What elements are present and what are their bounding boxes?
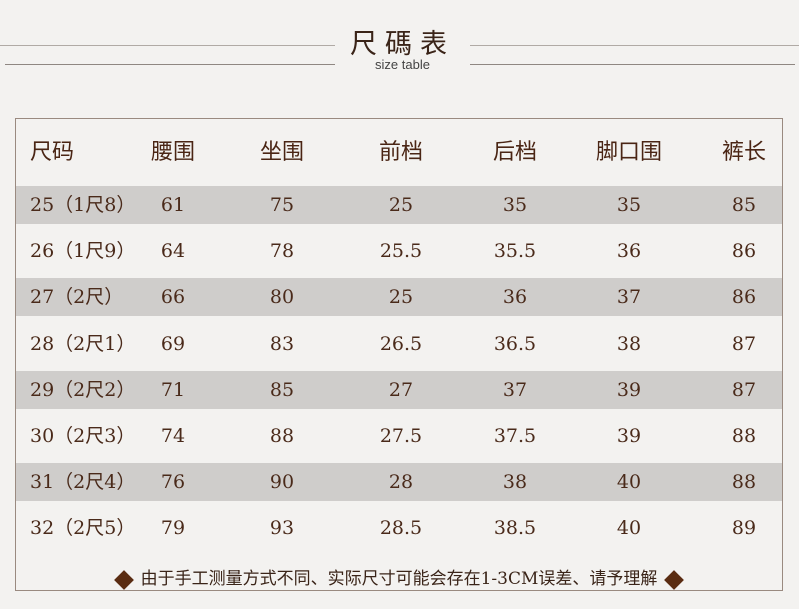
- value-cell: 75: [269, 194, 295, 216]
- table-row: 25（1尺8） 61 75 25 35 35 85: [16, 186, 782, 224]
- table-row: 29（2尺2） 71 85 27 37 39 87: [16, 370, 782, 409]
- size-cell: 29（2尺2）: [30, 378, 136, 401]
- value-cell: 26.5: [379, 332, 423, 355]
- value-cell: 79: [160, 517, 186, 540]
- page-subtitle: size table: [375, 57, 430, 72]
- column-header: 尺码: [30, 140, 75, 165]
- table-row: 26（1尺9） 64 78 25.5 35.5 36 86: [16, 232, 782, 270]
- value-cell: 86: [731, 240, 757, 263]
- table-row: 28（2尺1） 69 83 26.5 36.5 38 87: [16, 325, 782, 363]
- value-cell: 64: [160, 240, 186, 263]
- value-cell: 28.5: [379, 517, 423, 540]
- note-text: 由于手工测量方式不同、实际尺寸可能会存在1-3CM误差、请予理解: [140, 569, 658, 589]
- column-header: 裤长: [721, 140, 766, 165]
- size-cell: 31（2尺4）: [30, 471, 136, 494]
- value-cell: 37: [616, 286, 642, 309]
- value-cell: 78: [269, 240, 295, 263]
- value-cell: 61: [160, 194, 186, 216]
- value-cell: 35.5: [493, 240, 537, 263]
- value-cell: 88: [731, 471, 757, 494]
- value-cell: 38: [616, 332, 642, 355]
- value-cell: 25.5: [379, 240, 423, 263]
- diamond-icon: [664, 569, 685, 590]
- column-header: 脚口围: [595, 140, 662, 165]
- title-line-lower-right: [470, 64, 795, 65]
- size-table: 尺码 腰围 坐围 前档 后档 脚口围 裤长 25（1尺8） 61 75 25 35 35 85 26（1尺…: [15, 118, 783, 591]
- value-cell: 74: [160, 425, 186, 447]
- column-header: 前档: [378, 140, 423, 165]
- table-row: 31（2尺4） 76 90 28 38 40 88: [16, 463, 782, 502]
- size-cell: 30（2尺3）: [30, 425, 136, 447]
- table-row: 30（2尺3） 74 88 27.5 37.5 39 88: [16, 417, 782, 455]
- value-cell: 36.5: [493, 332, 537, 355]
- size-cell: 28（2尺1）: [30, 332, 136, 355]
- value-cell: 88: [269, 425, 295, 447]
- value-cell: 40: [616, 517, 642, 540]
- column-header: 腰围: [150, 140, 195, 165]
- value-cell: 83: [269, 332, 295, 355]
- value-cell: 88: [731, 425, 757, 447]
- size-cell: 32（2尺5）: [30, 517, 136, 540]
- table-header: 尺码 腰围 坐围 前档 后档 脚口围 裤长: [16, 134, 782, 172]
- value-cell: 86: [731, 286, 757, 309]
- value-cell: 35: [502, 194, 528, 216]
- value-cell: 37: [502, 378, 528, 401]
- value-cell: 66: [160, 286, 186, 309]
- value-cell: 85: [731, 194, 757, 216]
- value-cell: 90: [269, 471, 295, 494]
- value-cell: 87: [731, 378, 757, 401]
- value-cell: 27.5: [379, 425, 423, 447]
- measurement-note: 由于手工测量方式不同、实际尺寸可能会存在1-3CM误差、请予理解: [16, 564, 782, 590]
- value-cell: 39: [616, 425, 642, 447]
- table-row: 27（2尺） 66 80 25 36 37 86: [16, 278, 782, 317]
- value-cell: 69: [160, 332, 186, 355]
- value-cell: 89: [731, 517, 757, 540]
- value-cell: 36: [616, 240, 642, 263]
- value-cell: 80: [269, 286, 295, 309]
- size-cell: 25（1尺8）: [30, 194, 136, 216]
- value-cell: 38: [502, 471, 528, 494]
- value-cell: 87: [731, 332, 757, 355]
- size-cell: 26（1尺9）: [30, 240, 136, 263]
- title-line-lower-left: [5, 64, 335, 65]
- value-cell: 93: [269, 517, 295, 540]
- page-title: 尺碼表: [350, 29, 455, 60]
- table-row: 32（2尺5） 79 93 28.5 38.5 40 89: [16, 509, 782, 547]
- value-cell: 39: [616, 378, 642, 401]
- value-cell: 35: [616, 194, 642, 216]
- column-header: 后档: [492, 140, 537, 165]
- column-header: 坐围: [259, 140, 304, 165]
- diamond-icon: [113, 569, 134, 590]
- value-cell: 40: [616, 471, 642, 494]
- value-cell: 85: [269, 378, 295, 401]
- title-line-upper-left: [0, 45, 335, 46]
- value-cell: 71: [160, 378, 186, 401]
- value-cell: 38.5: [493, 517, 537, 540]
- value-cell: 37.5: [493, 425, 537, 447]
- title-line-upper-right: [470, 45, 799, 46]
- size-cell: 27（2尺）: [30, 286, 124, 309]
- value-cell: 36: [502, 286, 528, 309]
- value-cell: 27: [388, 378, 414, 401]
- value-cell: 76: [160, 471, 186, 494]
- value-cell: 28: [388, 471, 414, 494]
- value-cell: 25: [388, 194, 414, 216]
- value-cell: 25: [388, 286, 414, 309]
